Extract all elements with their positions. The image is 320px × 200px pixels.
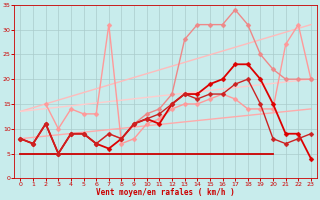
X-axis label: Vent moyen/en rafales ( km/h ): Vent moyen/en rafales ( km/h ) xyxy=(96,188,235,197)
